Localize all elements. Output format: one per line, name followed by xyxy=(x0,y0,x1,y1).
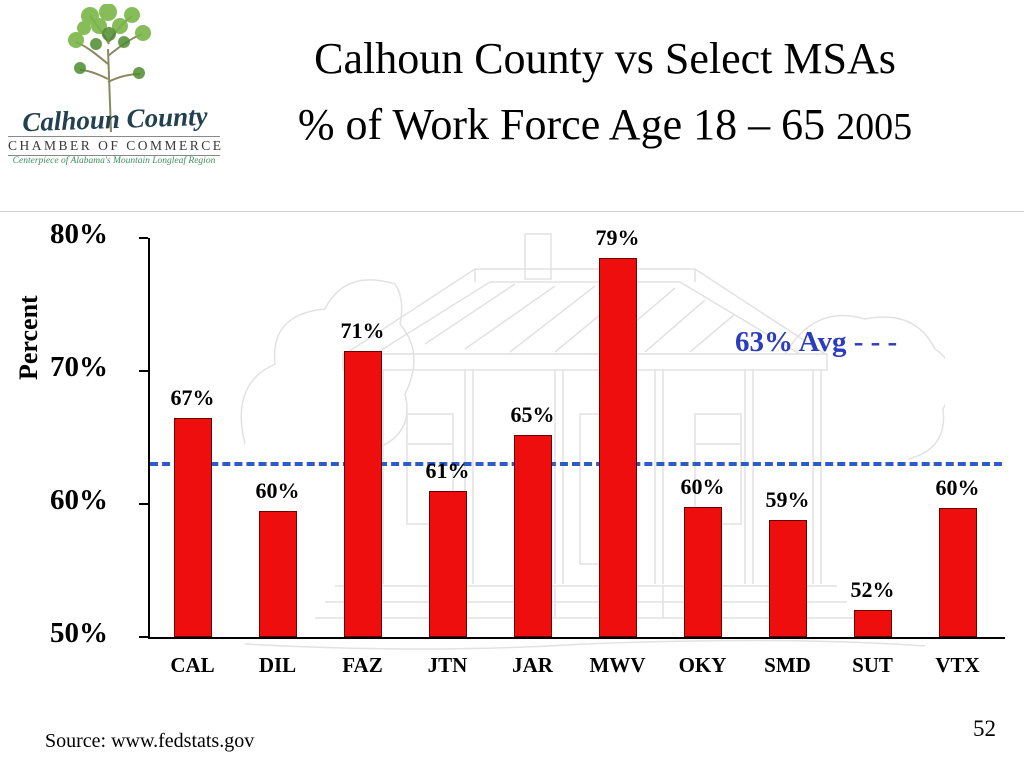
average-dashed-line xyxy=(150,462,1002,467)
bar-value-label-VTX: 60% xyxy=(935,474,980,500)
title-line-2: % of Work Force Age 18 – 65 2005 xyxy=(195,92,1015,160)
x-category-label-JTN: JTN xyxy=(427,653,468,677)
title-line-2-text: % of Work Force Age 18 – 65 xyxy=(297,100,826,149)
title-line-1: Calhoun County vs Select MSAs xyxy=(314,34,896,83)
y-tick-mark xyxy=(139,237,148,239)
bar-value-label-MWV: 79% xyxy=(595,224,640,250)
source-note: Source: www.fedstats.gov xyxy=(45,730,255,752)
bar-value-label-JTN: 61% xyxy=(425,457,470,483)
y-tick-mark xyxy=(139,636,148,638)
logo-org-line: CHAMBER OF COMMERCE xyxy=(8,136,221,156)
x-category-label-CAL: CAL xyxy=(170,653,215,677)
x-axis-line xyxy=(148,637,1005,639)
average-line-label: 63% Avg - - - xyxy=(735,326,898,358)
x-category-label-SMD: SMD xyxy=(764,653,811,677)
bar-value-label-DIL: 60% xyxy=(255,477,300,503)
y-tick-mark xyxy=(139,370,148,372)
x-category-label-SUT: SUT xyxy=(852,653,893,677)
bar-DIL xyxy=(258,510,297,637)
y-tick-label: 60% xyxy=(50,484,108,516)
y-axis-title: Percent xyxy=(14,295,43,380)
bar-SUT xyxy=(853,610,892,637)
y-axis-line xyxy=(148,238,150,639)
logo-tagline: Centerpiece of Alabama's Mountain Longle… xyxy=(12,156,216,166)
y-tick-label: 50% xyxy=(50,617,108,649)
page-number: 52 xyxy=(973,716,996,741)
bar-value-label-JAR: 65% xyxy=(510,401,555,427)
x-category-label-VTX: VTX xyxy=(935,653,980,677)
bar-value-label-CAL: 67% xyxy=(170,384,215,410)
bar-value-label-OKY: 60% xyxy=(680,473,725,499)
y-tick-label: 80% xyxy=(50,218,108,250)
chamber-logo: Calhoun County CHAMBER OF COMMERCE Cente… xyxy=(8,4,223,174)
bar-CAL xyxy=(173,417,212,637)
y-tick-label: 70% xyxy=(50,351,108,383)
x-category-label-DIL: DIL xyxy=(258,653,297,677)
x-category-label-MWV: MWV xyxy=(589,653,646,677)
bar-MWV xyxy=(598,257,637,637)
bar-OKY xyxy=(683,506,722,637)
title-year: 2005 xyxy=(836,106,913,148)
bar-FAZ xyxy=(343,351,382,637)
x-category-label-JAR: JAR xyxy=(512,653,553,677)
logo-name: Calhoun County xyxy=(21,100,209,138)
header-divider xyxy=(0,211,1024,212)
bar-chart-plot-area: 50% 60% 70% 80% 67% CAL 60% DIL 71% FAZ 61% JTN 65% J… xyxy=(50,218,1005,677)
x-category-label-FAZ: FAZ xyxy=(342,653,383,677)
y-tick-mark xyxy=(139,503,148,505)
bar-value-label-SUT: 52% xyxy=(850,577,895,603)
bar-VTX xyxy=(938,507,977,637)
x-category-label-OKY: OKY xyxy=(678,653,727,677)
bar-JAR xyxy=(513,434,552,637)
bar-JTN xyxy=(428,490,467,637)
longleaf-tree-icon xyxy=(68,4,151,133)
bar-value-label-SMD: 59% xyxy=(765,486,810,512)
bar-SMD xyxy=(768,519,807,637)
slide-title: Calhoun County vs Select MSAs % of Work … xyxy=(195,26,1015,160)
house-sketch-background xyxy=(240,233,945,650)
bar-value-label-FAZ: 71% xyxy=(340,318,385,344)
